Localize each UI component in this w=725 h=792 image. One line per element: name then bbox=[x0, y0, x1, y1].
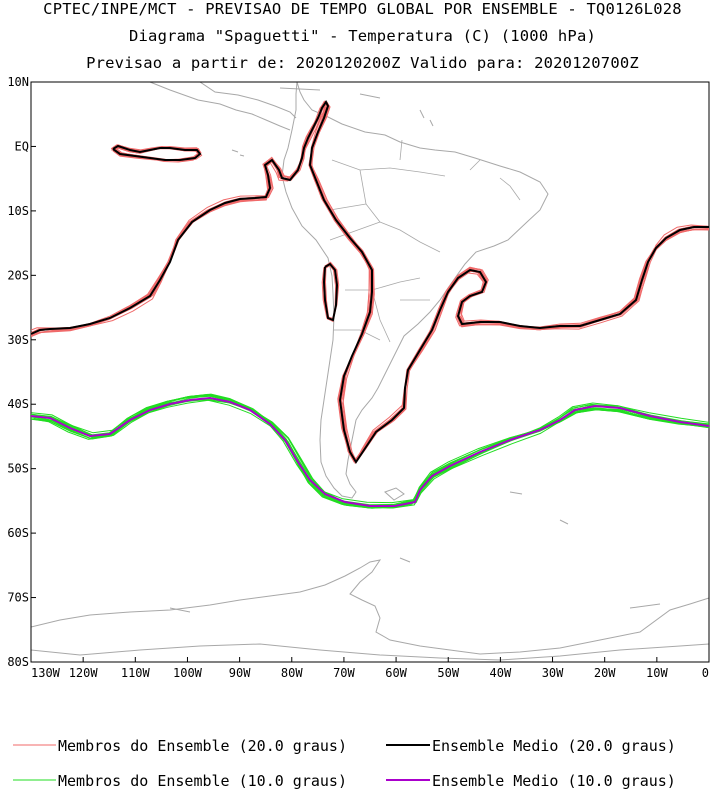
isotherm-20-mean-blob-pacific bbox=[112, 144, 202, 161]
lon-label: 40W bbox=[490, 666, 512, 680]
lon-label: 90W bbox=[229, 666, 251, 680]
isotherm-20-mean-andes bbox=[322, 262, 339, 322]
lon-label: 120W bbox=[69, 666, 99, 680]
central-america-coast bbox=[149, 82, 297, 131]
title-line-2: Diagrama "Spaguetti" - Temperatura (C) (… bbox=[128, 27, 597, 45]
legend-label-mean-20: Ensemble Medio (20.0 graus) bbox=[432, 737, 676, 755]
isotherm-10-member-line bbox=[33, 394, 709, 508]
lon-label: 60W bbox=[385, 666, 407, 680]
lon-label: 0 bbox=[702, 666, 709, 680]
isotherm-10-member-line bbox=[31, 399, 709, 504]
lon-label: 70W bbox=[333, 666, 355, 680]
lon-label: 50W bbox=[437, 666, 459, 680]
title-line-1: CPTEC/INPE/MCT - PREVISAO DE TEMPO GLOBA… bbox=[43, 0, 682, 18]
lat-label: 70S bbox=[7, 591, 29, 605]
lat-label: 80S bbox=[7, 655, 29, 669]
lat-label: EQ bbox=[15, 139, 29, 153]
isotherm-20-mean bbox=[31, 100, 709, 464]
lat-label: 50S bbox=[7, 462, 29, 476]
antarctic-islands bbox=[169, 519, 661, 613]
lat-label: 30S bbox=[7, 333, 29, 347]
lon-label: 10W bbox=[646, 666, 668, 680]
lon-label: 100W bbox=[173, 666, 203, 680]
country-borders bbox=[329, 139, 521, 343]
galapagos-islands bbox=[231, 149, 245, 157]
title-line-3: Previsao a partir de: 2020120200Z Valido… bbox=[86, 54, 639, 72]
isotherm-10-mean bbox=[31, 396, 709, 507]
falkland-islands bbox=[384, 487, 405, 501]
lon-label: 30W bbox=[542, 666, 564, 680]
lon-label: 80W bbox=[281, 666, 303, 680]
antarctica-shelf bbox=[31, 643, 709, 661]
isotherm-20-member-line bbox=[32, 102, 709, 461]
legend: Membros do Ensemble (20.0 graus) Ensembl… bbox=[13, 737, 676, 790]
legend-label-mean-10: Ensemble Medio (10.0 graus) bbox=[432, 772, 676, 790]
isotherm-10-member-line bbox=[34, 395, 709, 506]
isotherm-10-members bbox=[31, 393, 709, 509]
lat-label: 10S bbox=[7, 204, 29, 218]
lon-label: 20W bbox=[594, 666, 616, 680]
antarctica-coast bbox=[31, 559, 709, 655]
south-georgia bbox=[509, 491, 523, 495]
isotherm-10-member-line bbox=[31, 394, 709, 507]
isotherm-10-member-line bbox=[31, 393, 709, 509]
isotherm-20-member-line bbox=[112, 145, 201, 162]
lon-label: 130W bbox=[31, 666, 61, 680]
isotherm-10-member-line bbox=[31, 397, 709, 507]
lat-label: 10N bbox=[7, 75, 29, 89]
south-america-coast bbox=[281, 82, 549, 499]
lat-label: 40S bbox=[7, 397, 29, 411]
legend-label-member-10: Membros do Ensemble (10.0 graus) bbox=[58, 772, 347, 790]
caribbean-islands bbox=[279, 87, 434, 127]
isotherm-10-member-line bbox=[31, 393, 708, 509]
isotherm-10-member-line bbox=[31, 397, 709, 509]
lon-label: 110W bbox=[121, 666, 151, 680]
legend-label-member-20: Membros do Ensemble (20.0 graus) bbox=[58, 737, 347, 755]
lat-label: 60S bbox=[7, 526, 29, 540]
isotherm-10-member-line bbox=[31, 395, 709, 509]
lat-label: 20S bbox=[7, 268, 29, 282]
isotherm-10-member-line bbox=[31, 394, 709, 508]
coastlines bbox=[31, 82, 709, 661]
plot-frame bbox=[30, 81, 710, 663]
